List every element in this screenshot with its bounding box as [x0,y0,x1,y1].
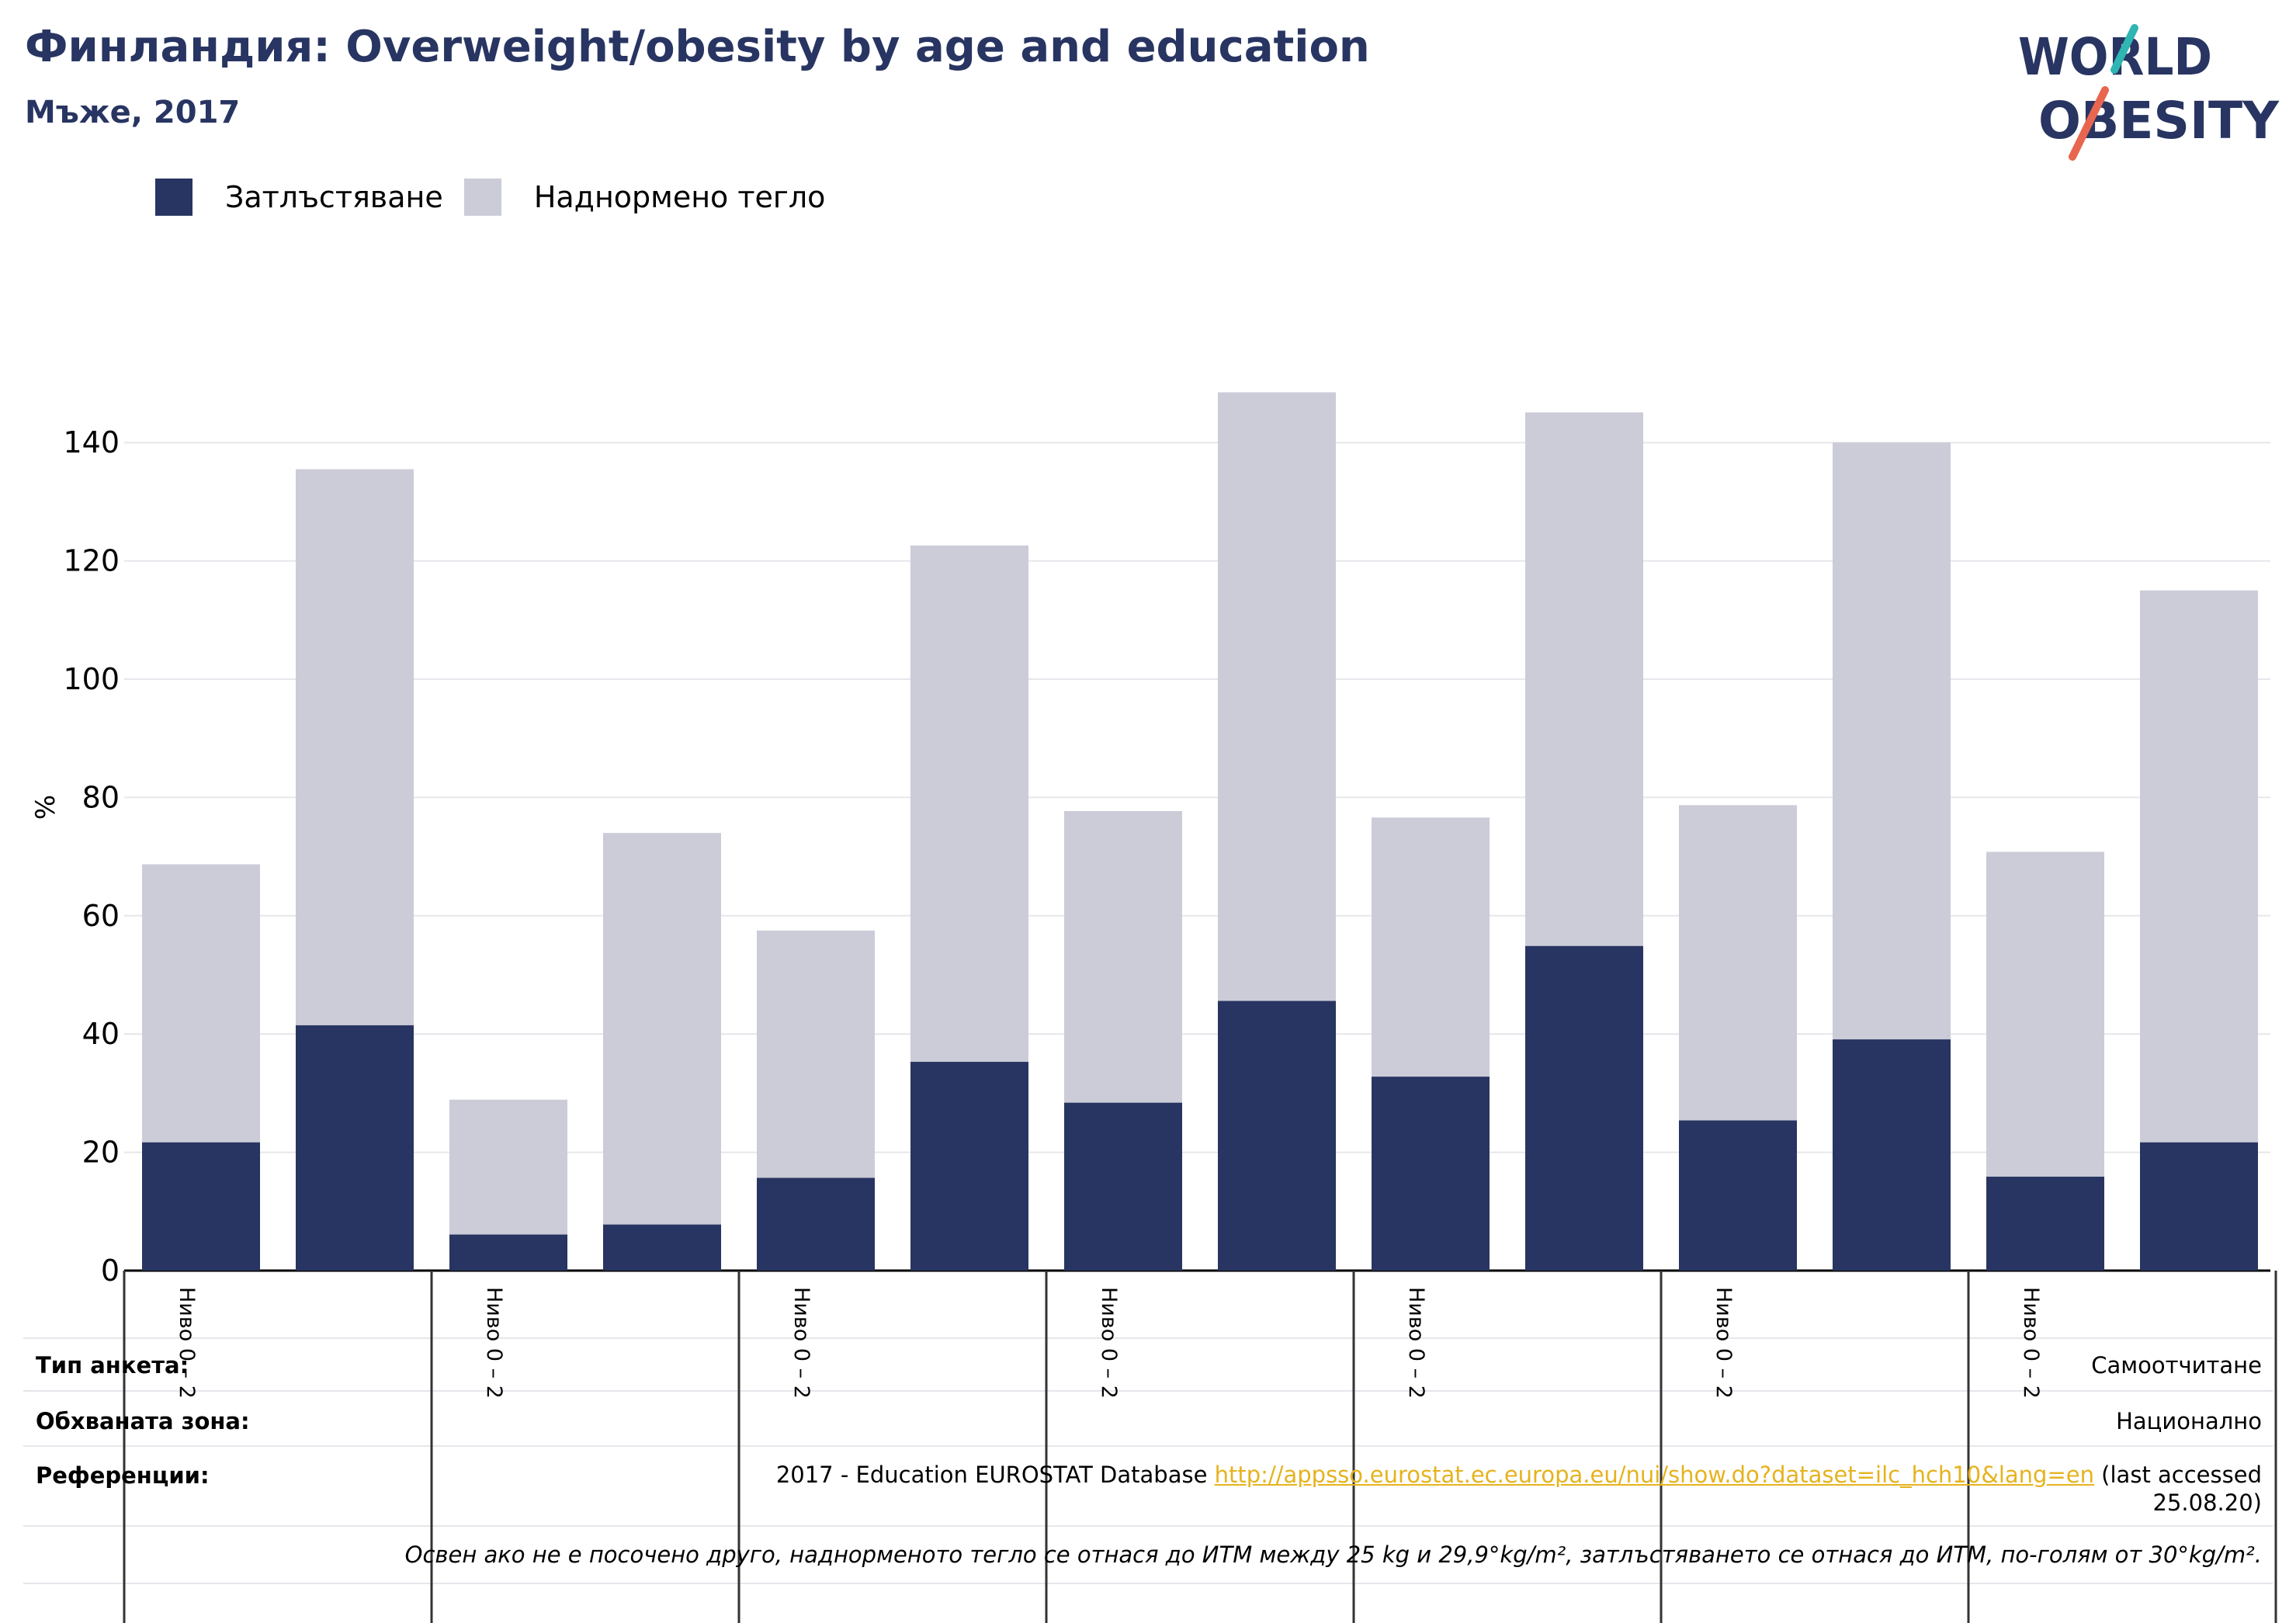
bar-obesity-6 [1064,1102,1182,1271]
legend-item-overweight: Наднормено тегло [463,179,826,216]
bar-obesity-1 [296,1025,414,1271]
chart-subtitle: Мъже, 2017 [25,95,241,130]
survey-type-value: Самоотчитане [2091,1352,2262,1379]
legend-item-obesity: Затлъстяване [155,179,443,216]
bar-obesity-8 [1372,1077,1490,1271]
y-tick-labels: 0 20 40 60 80 100 120 140 [63,425,120,1288]
legend-swatch-obesity [155,179,192,216]
y-tick-label-0: 0 [101,1254,120,1288]
group-label-1: Ниво 0 – 2 [482,1287,506,1399]
group-labels: Ниво 0 – 2 Ниво 0 – 2 Ниво 0 – 2 Ниво 0 – 2… [175,1287,2043,1399]
references-label: Референции: [36,1462,210,1489]
coverage-area-value: Национално [2116,1408,2262,1434]
group-label-3: Ниво 0 – 2 [1097,1287,1121,1399]
bar-overweight-7 [1218,392,1336,1001]
bar-obesity-7 [1218,1001,1336,1271]
definition-note: Освен ако не е посочено друго, наднормен… [404,1542,2262,1568]
info-grid-lines [23,1337,2273,1584]
bar-overweight-4 [757,930,875,1178]
y-tick-label-6: 120 [63,544,120,578]
bar-overweight-12 [1986,851,2104,1177]
bar-obesity-0 [142,1142,260,1271]
references-date: 25.08.20) [2152,1489,2262,1516]
coverage-area-label: Обхваната зона: [36,1408,250,1434]
y-tick-label-5: 100 [63,662,120,696]
bar-obesity-10 [1679,1120,1797,1271]
group-label-0: Ниво 0 – 2 [175,1287,199,1399]
group-label-5: Ниво 0 – 2 [1712,1287,1736,1399]
references-value: 2017 - Education EUROSTAT Database http:… [776,1461,2262,1517]
bar-overweight-2 [449,1099,567,1235]
svg-text:WORLD: WORLD [2018,27,2212,87]
group-label-4: Ниво 0 – 2 [1404,1287,1428,1399]
world-obesity-logo: WORLD OBESITY [2018,24,2280,161]
bar-obesity-3 [603,1224,721,1271]
legend-label-obesity: Затлъстяване [225,180,443,214]
chart-legend: Затлъстяване Наднормено тегло [155,179,842,222]
bar-obesity-11 [1833,1039,1951,1271]
bar-obesity-5 [910,1062,1028,1271]
references-link[interactable]: http://appsso.eurostat.ec.europa.eu/nui/… [1214,1462,2094,1488]
bar-overweight-6 [1064,810,1182,1103]
bar-obesity-13 [2140,1142,2258,1271]
bar-overweight-9 [1525,412,1643,946]
legend-label-overweight: Наднормено тегло [533,180,826,214]
bar-obesity-12 [1986,1176,2104,1271]
bar-obesity-9 [1525,945,1643,1271]
group-separators [123,1271,2277,1623]
references-prefix: 2017 - Education EUROSTAT Database [775,1462,1215,1488]
references-suffix: (last accessed [2093,1462,2262,1488]
y-tick-label-3: 60 [82,899,120,933]
bar-overweight-8 [1372,817,1490,1077]
group-label-6: Ниво 0 – 2 [2019,1287,2043,1399]
survey-type-label: Тип анкета: [36,1352,189,1379]
bar-overweight-10 [1679,805,1797,1121]
y-tick-label-7: 140 [63,425,120,460]
bar-obesity-4 [757,1177,875,1271]
bar-overweight-5 [910,545,1028,1063]
y-axis-label: % [30,795,61,820]
y-tick-label-2: 40 [82,1017,120,1051]
bar-overweight-11 [1833,442,1951,1040]
bar-overweight-1 [296,469,414,1025]
group-label-2: Ниво 0 – 2 [789,1287,813,1399]
bar-overweight-0 [142,864,260,1143]
legend-swatch-overweight [463,179,501,216]
y-tick-label-1: 20 [82,1136,120,1170]
chart-title: Финландия: Overweight/obesity by age and… [25,22,1370,72]
bar-obesity-2 [449,1234,567,1271]
bar-overweight-13 [2140,590,2258,1143]
bars [142,392,2258,1271]
references-line-1: 2017 - Education EUROSTAT Database http:… [776,1461,2262,1489]
y-tick-label-4: 80 [82,780,120,814]
bar-overweight-3 [603,833,721,1225]
